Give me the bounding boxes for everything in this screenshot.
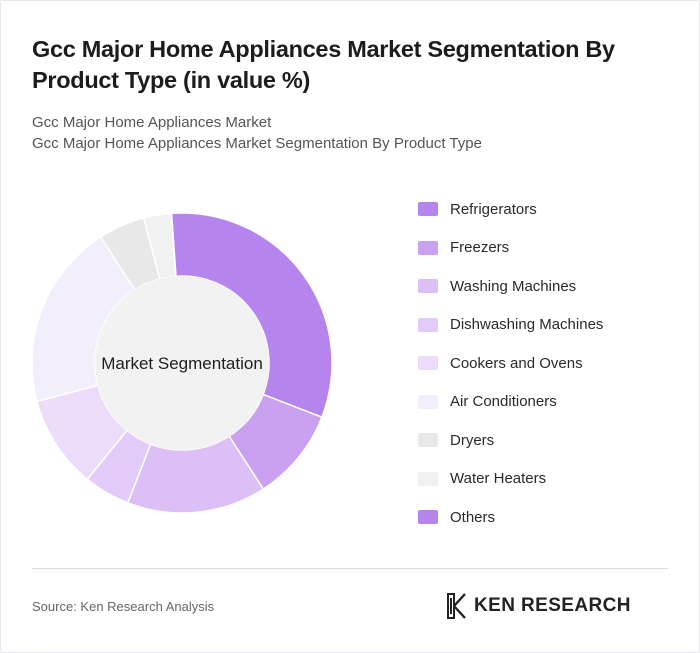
ken-research-logo-icon	[447, 593, 466, 619]
chart-subtitle-market: Gcc Major Home Appliances Market	[32, 114, 272, 131]
legend-item-others[interactable]: Others	[418, 506, 495, 528]
legend-swatch	[418, 433, 438, 447]
legend-label: Others	[450, 508, 496, 526]
legend-label: Air Conditioners	[450, 393, 557, 410]
legend-swatch	[418, 356, 438, 370]
brand-logo: KEN RESEARCH	[446, 592, 631, 620]
legend-swatch	[418, 240, 438, 255]
legend-swatch	[418, 202, 438, 216]
donut-center-label: Market Segmentation	[101, 354, 263, 373]
legend-label: Dishwashing Machines	[450, 316, 604, 333]
legend-item-washing-machines[interactable]: Washing Machines	[418, 275, 576, 297]
donut-chart: Market Segmentation	[31, 212, 333, 514]
legend-item-refrigerators[interactable]: Refrigerators	[418, 198, 537, 220]
donut-center	[95, 276, 269, 450]
legend-item-dishwashing-machines[interactable]: Dishwashing Machines	[418, 314, 603, 336]
brand-name: KEN RESEARCH	[474, 595, 631, 616]
legend-swatch	[418, 394, 438, 409]
legend-label: Dryers	[450, 431, 495, 449]
legend-item-water-heaters[interactable]: Water Heaters	[418, 468, 546, 490]
source-note: Source: Ken Research Analysis	[32, 599, 215, 614]
legend-item-dryers[interactable]: Dryers	[418, 429, 494, 451]
legend-swatch	[418, 279, 438, 293]
legend-label: Freezers	[450, 239, 510, 256]
legend-swatch	[418, 317, 438, 332]
legend-item-cookers-and-ovens[interactable]: Cookers and Ovens	[418, 352, 583, 374]
legend-swatch	[418, 471, 438, 486]
legend-item-freezers[interactable]: Freezers	[418, 237, 509, 259]
legend-label: Cookers and Ovens	[450, 354, 583, 372]
chart-title: Gcc Major Home Appliances Market Segment…	[32, 36, 615, 93]
legend-label: Refrigerators	[450, 200, 537, 218]
legend-item-air-conditioners[interactable]: Air Conditioners	[418, 391, 557, 413]
legend-label: Washing Machines	[450, 277, 577, 295]
footer-divider	[32, 568, 668, 569]
legend-swatch	[418, 510, 438, 524]
legend-label: Water Heaters	[450, 470, 547, 487]
chart-subtitle-segmentation: Gcc Major Home Appliances Market Segment…	[32, 135, 482, 152]
